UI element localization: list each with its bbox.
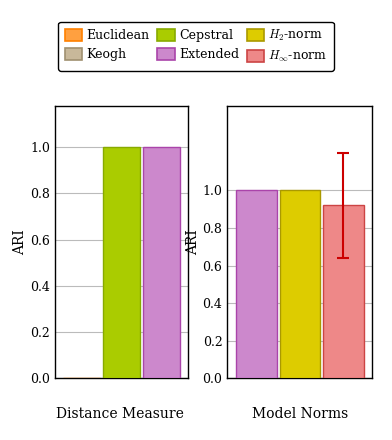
Bar [323, 205, 364, 378]
Bar [103, 147, 140, 378]
Text: Model Norms: Model Norms [252, 407, 348, 421]
Bar [143, 147, 180, 378]
Bar [236, 190, 277, 378]
Y-axis label: ARI: ARI [186, 229, 200, 255]
Legend: Euclidean, Keogh, Cepstral, Extended, $H_2$-norm, $H_\infty$-norm: Euclidean, Keogh, Cepstral, Extended, $H… [58, 22, 334, 71]
Bar [279, 190, 320, 378]
Text: Distance Measure: Distance Measure [56, 407, 183, 421]
Y-axis label: ARI: ARI [13, 229, 27, 255]
